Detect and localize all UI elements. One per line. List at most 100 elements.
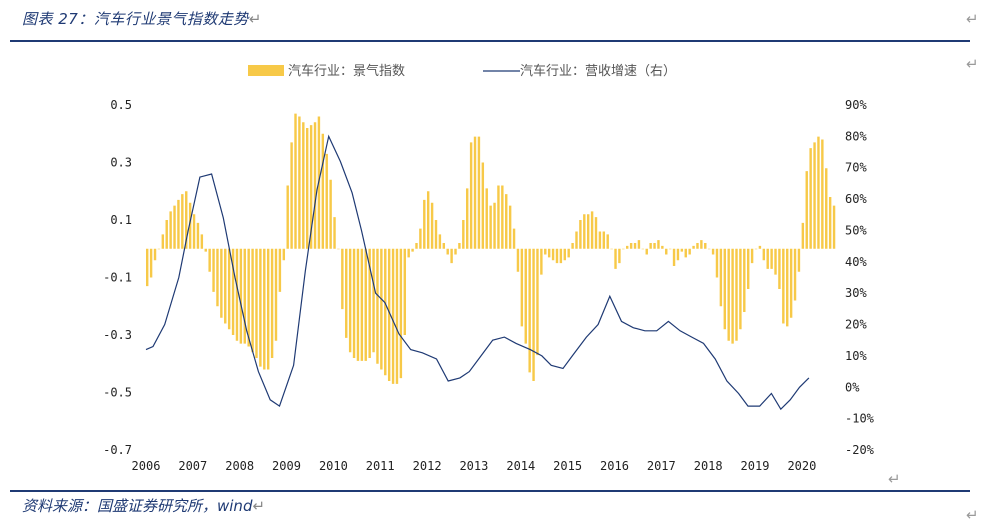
bar <box>688 248 691 255</box>
bar <box>227 248 231 330</box>
bar <box>235 248 239 341</box>
bar <box>274 248 278 341</box>
bar <box>220 248 223 318</box>
bar <box>676 248 680 261</box>
bar <box>715 248 719 278</box>
bar <box>571 243 574 249</box>
bar <box>399 248 403 379</box>
bar <box>181 194 184 249</box>
bar <box>372 248 375 353</box>
bar <box>458 243 461 249</box>
bar <box>146 248 149 287</box>
bar <box>544 248 547 255</box>
bar <box>711 248 715 255</box>
bar <box>786 248 789 327</box>
bar <box>192 214 196 249</box>
bar <box>493 202 496 249</box>
left-tick-label: 0.3 <box>110 156 132 170</box>
x-tick-label: 2016 <box>600 459 629 473</box>
left-tick-label: 0.5 <box>110 98 132 112</box>
bar <box>251 248 254 353</box>
bar <box>345 248 348 338</box>
bar <box>321 133 325 249</box>
bar <box>376 248 379 364</box>
bar <box>641 248 645 250</box>
right-axis: 90% 80% 70% 60% 50% 40% 30% 20% 10% 0% -10% -20% <box>845 98 875 457</box>
bar <box>204 248 207 252</box>
bar <box>352 248 356 358</box>
return-mark: ↵ <box>966 506 979 524</box>
bar <box>450 248 453 264</box>
bar <box>653 243 656 249</box>
bar <box>743 248 746 312</box>
bar <box>532 248 535 381</box>
left-tick-label: -0.1 <box>103 271 132 285</box>
bar <box>793 248 797 301</box>
line-series <box>145 134 810 411</box>
bar <box>477 136 481 249</box>
right-tick-label: 0% <box>845 380 860 394</box>
bar <box>462 220 465 249</box>
bar <box>446 248 449 255</box>
top-rule <box>10 40 970 42</box>
bar <box>774 248 777 275</box>
bar <box>828 197 832 249</box>
bar <box>758 245 762 249</box>
right-tick-label: 10% <box>845 349 867 363</box>
bar <box>298 116 301 249</box>
bar <box>661 245 664 249</box>
right-tick-label: 70% <box>845 161 867 175</box>
bar <box>231 248 235 335</box>
bar <box>637 240 641 249</box>
bar <box>333 217 336 249</box>
bar <box>735 248 738 341</box>
bar <box>672 248 676 266</box>
bar <box>505 194 508 249</box>
right-tick-label: 80% <box>845 129 867 143</box>
bar <box>341 248 344 310</box>
source-note: 资料来源：国盛证券研究所，wind↵ <box>22 495 265 516</box>
bar <box>700 240 703 249</box>
x-tick-label: 2006 <box>132 459 161 473</box>
bar <box>668 248 672 250</box>
bar <box>657 240 660 249</box>
bar <box>263 248 266 370</box>
bar <box>442 243 446 249</box>
x-tick-label: 2018 <box>694 459 723 473</box>
bar <box>438 234 442 249</box>
x-tick-label: 2017 <box>647 459 676 473</box>
x-tick-label: 2020 <box>787 459 816 473</box>
bar <box>266 248 270 370</box>
return-mark: ↵ <box>252 497 266 515</box>
return-mark: ↵ <box>966 10 979 28</box>
bar <box>173 205 176 249</box>
bar <box>766 248 769 269</box>
bar <box>224 248 227 324</box>
bar <box>536 248 539 356</box>
legend-bar-label: 汽车行业：景气指数 <box>288 63 405 79</box>
x-tick-label: 2019 <box>741 459 770 473</box>
bar <box>243 248 246 344</box>
bar <box>622 248 625 250</box>
bar <box>411 248 414 252</box>
bar <box>185 191 188 249</box>
x-tick-label: 2013 <box>459 459 488 473</box>
revenue-growth-line <box>145 134 810 411</box>
bar <box>680 248 684 252</box>
bar <box>325 153 328 249</box>
bar <box>489 205 492 249</box>
bar <box>723 248 726 330</box>
bar <box>762 248 766 261</box>
bar <box>719 248 723 307</box>
bar <box>407 248 410 258</box>
bar <box>618 248 621 264</box>
bar <box>290 142 293 249</box>
figure-title: 图表 27：汽车行业景气指数走势↵ <box>22 8 262 29</box>
bar <box>559 248 563 264</box>
bar <box>750 248 754 264</box>
bar <box>481 162 485 249</box>
bar <box>789 248 793 318</box>
bar <box>778 248 781 289</box>
bar <box>782 248 785 324</box>
bar <box>454 248 457 255</box>
